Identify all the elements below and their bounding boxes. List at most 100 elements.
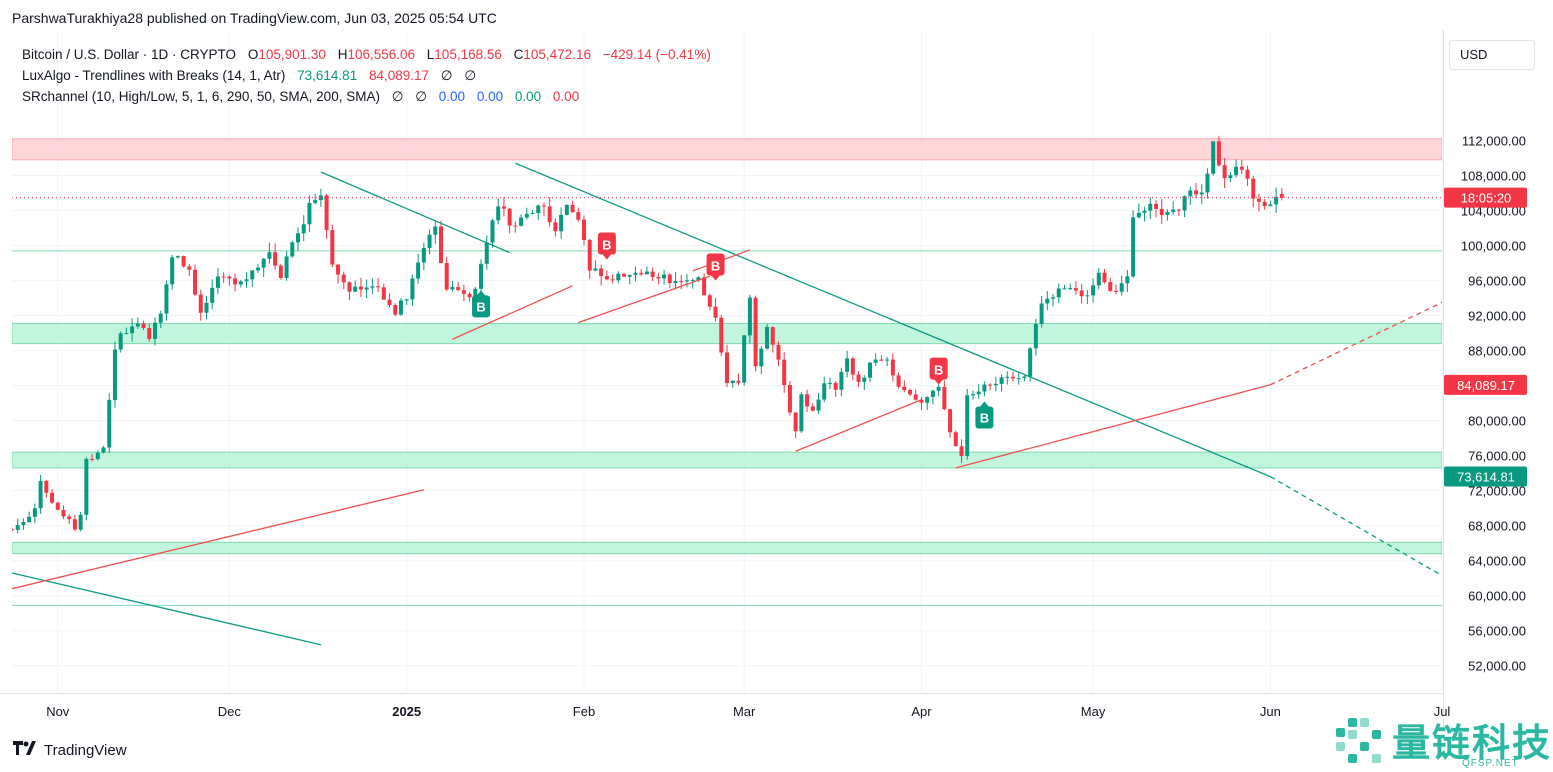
candle [1045,291,1050,311]
candle-body [301,224,306,234]
candle-body [1062,288,1067,290]
candle-body [867,362,873,378]
candle-body [1005,376,1010,378]
candle-body [1234,166,1239,176]
candle [227,275,232,286]
candle [1188,186,1193,205]
candle-body [810,406,815,411]
candle [747,294,752,344]
candle-body [44,480,49,493]
price-tick-label: 108,000.00 [1461,169,1526,184]
candle-body [850,358,855,375]
candle [1182,195,1187,218]
candle-body [27,516,32,522]
candle-body [496,206,501,221]
candle [845,350,850,378]
candle-body [925,396,930,403]
candle-body [456,286,461,291]
symbol-name[interactable]: Bitcoin / U.S. Dollar · 1D · CRYPTO [22,47,237,62]
candle [175,255,180,259]
candle-body [370,286,375,288]
candle [421,242,426,271]
candle [662,269,667,285]
tradingview-logo-icon [13,741,39,759]
sr-value-5: 0.00 [514,89,542,104]
luxalgo-name[interactable]: LuxAlgo - Trendlines with Breaks (14, 1,… [22,68,286,83]
candle [427,229,432,255]
candle [1136,203,1141,219]
candle-body [530,213,535,215]
candle [107,393,112,453]
candle [702,273,707,296]
candle [696,276,701,282]
srchannel-name[interactable]: SRchannel (10, High/Low, 5, 1, 6, 290, 5… [22,89,380,104]
candle [330,224,335,268]
candle-body [513,225,518,227]
candle [604,270,609,281]
candle [1079,283,1084,304]
candle-body [1182,196,1187,211]
candle [118,331,123,353]
candle [953,430,958,447]
candle-body [1262,201,1267,207]
candle [479,259,484,293]
candle [1039,295,1044,328]
candle [444,256,449,292]
candle-body [187,266,192,270]
candle-body [387,299,392,306]
candle-body [158,313,163,323]
legend-symbol-row: Bitcoin / U.S. Dollar · 1D · CRYPTO O105… [22,44,711,65]
candle-body [913,394,918,400]
candle [1159,198,1164,225]
candle-body [290,242,295,257]
break-label-text: B [711,258,720,273]
trendline-resistance [1270,476,1442,577]
candle-body [1268,204,1273,207]
candle [273,243,278,270]
candle-body [822,383,827,400]
candle [21,518,26,530]
candle-body [724,352,730,384]
candle-body [581,219,587,240]
currency-button[interactable]: USD [1449,40,1535,70]
candle-body [152,322,158,339]
candle-body [1194,190,1199,195]
candle-body [770,327,775,345]
candle-body [473,288,478,298]
grid [12,30,1443,692]
candle [644,266,649,275]
candle [1211,141,1216,176]
candle [32,503,37,524]
break-label-box [975,406,994,429]
candle-body [553,222,558,232]
price-tick-label: 76,000.00 [1468,449,1526,464]
candle-body [873,359,878,363]
candle [410,274,415,306]
candle-body [541,205,546,207]
candle-body [633,272,638,275]
candle [1279,188,1284,201]
candle-body [427,234,432,249]
candle-body [273,252,278,266]
candle-body [639,272,644,275]
candle [1274,187,1279,213]
candle [570,200,575,213]
candle [1262,198,1267,210]
candle-body [381,287,386,300]
candle-body [622,273,627,277]
candle [90,453,95,462]
candle-body [78,514,83,530]
candle-body [1199,192,1204,195]
break-label: B [597,232,616,260]
time-tick-label: Dec [218,704,242,719]
candle [839,367,844,397]
candle-body [1039,303,1044,324]
sr-value-2: ∅ [415,89,428,104]
break-label-text: B [980,411,989,426]
candle-body [782,359,787,386]
break-label-pointer [710,274,721,281]
trendline-resistance [320,171,510,254]
candle-body [862,377,867,382]
tradingview-logo[interactable]: TradingView [13,741,127,759]
